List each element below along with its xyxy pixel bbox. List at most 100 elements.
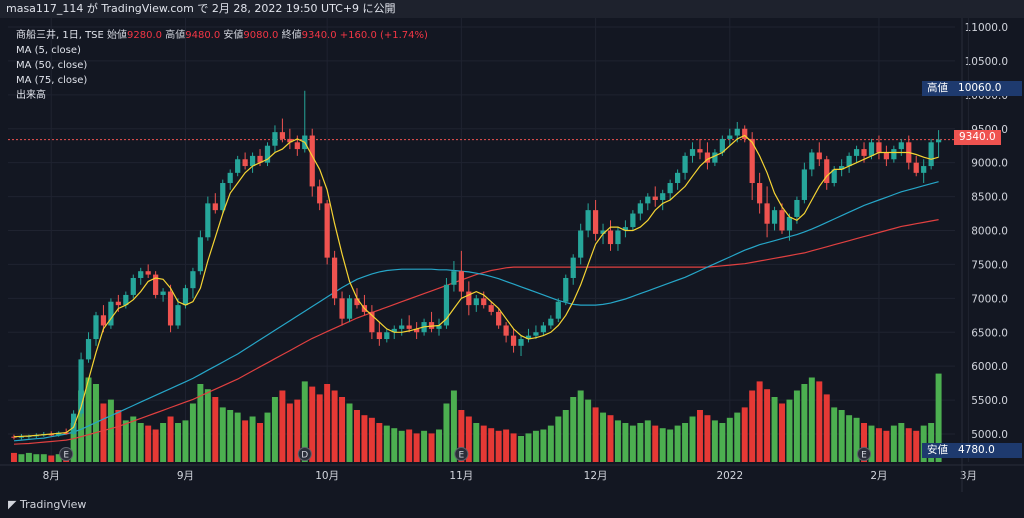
volume-bar xyxy=(10,452,17,462)
volume-bar xyxy=(271,397,278,462)
candle-body xyxy=(399,325,405,329)
candle-body xyxy=(757,183,763,204)
candle-body xyxy=(645,196,651,204)
candle-body xyxy=(339,298,345,319)
event-marker-icon xyxy=(454,447,469,461)
volume-bar xyxy=(831,407,838,462)
ma50-legend[interactable]: MA (50, close) xyxy=(16,60,88,71)
volume-bar xyxy=(890,425,897,462)
candle-body xyxy=(257,155,263,163)
open-label: 始値 xyxy=(107,30,128,41)
footer-logo-text: TradingView xyxy=(19,498,87,511)
candle-body xyxy=(272,132,278,146)
candle-body xyxy=(115,301,121,306)
volume-bar xyxy=(719,423,726,462)
candle-body xyxy=(279,132,286,139)
high-badge: 高値 10060.0 xyxy=(922,81,1022,96)
y-tick-label: 8000.0 xyxy=(971,226,1008,238)
x-tick-label: 8月 xyxy=(43,470,60,482)
candle-body xyxy=(436,325,442,329)
candle-body xyxy=(249,155,256,167)
volume-bar xyxy=(547,425,554,462)
y-tick-label: 8500.0 xyxy=(971,192,1008,204)
price-chart[interactable]: 11000.010500.010000.09500.09000.08500.08… xyxy=(0,18,1024,492)
chart-legend: 商船三井, 1日, TSE 始値9280.0 高値9480.0 安値9080.0… xyxy=(16,28,428,103)
candle-body xyxy=(682,155,688,173)
candle-body xyxy=(108,301,114,326)
volume-bar xyxy=(301,381,308,462)
last-price-value: 9340.0 xyxy=(959,131,996,143)
volume-bar xyxy=(473,423,480,462)
volume-bar xyxy=(659,428,666,462)
volume-bar xyxy=(40,454,47,462)
candle-body xyxy=(563,277,569,302)
x-tick-label: 12月 xyxy=(584,470,608,482)
candle-body xyxy=(56,432,62,436)
event-marker-label: E xyxy=(861,451,867,461)
volume-bar xyxy=(361,415,368,462)
volume-bar xyxy=(861,423,868,462)
candle-body xyxy=(935,139,942,143)
volume-bar xyxy=(816,381,823,462)
ma75-legend[interactable]: MA (75, close) xyxy=(16,75,88,86)
candle-body xyxy=(607,230,614,245)
volume-bar xyxy=(78,390,85,462)
volume-bar xyxy=(532,430,539,462)
candle-body xyxy=(346,298,353,319)
candle-body xyxy=(525,335,532,340)
candle-body xyxy=(18,436,25,438)
y-tick-label: 11000.0 xyxy=(965,22,1008,34)
candle-body xyxy=(428,322,435,329)
candle-body xyxy=(846,155,852,167)
candle-body xyxy=(220,183,226,211)
x-tick-label: 2月 xyxy=(870,470,887,482)
candle-body xyxy=(160,291,166,295)
volume-bar xyxy=(25,452,32,462)
candle-body xyxy=(93,315,99,340)
volume-bar xyxy=(122,420,129,462)
volume-bar xyxy=(264,412,271,462)
candle-body xyxy=(742,128,748,139)
volume-bar xyxy=(935,373,942,462)
volume-bar xyxy=(868,425,875,462)
tradingview-logo[interactable]: ◤ TradingView xyxy=(8,498,87,511)
candle-body xyxy=(384,332,390,340)
candle-body xyxy=(921,166,927,173)
ma5-legend[interactable]: MA (5, close) xyxy=(16,45,81,56)
volume-bar xyxy=(853,417,860,462)
candle-body xyxy=(764,203,770,224)
volume-bar xyxy=(749,390,756,462)
candle-body xyxy=(615,230,621,245)
volume-bar xyxy=(137,423,144,462)
candle-body xyxy=(898,142,904,150)
volume-bar xyxy=(428,433,435,462)
candle-body xyxy=(406,325,412,329)
volume-bar xyxy=(928,423,935,462)
publish-header-text: masa117_114 が TradingView.com で 2月 28, 2… xyxy=(6,2,396,15)
open-value: 9280.0 xyxy=(127,30,163,41)
y-tick-label: 7000.0 xyxy=(971,293,1008,305)
volume-bar xyxy=(286,403,293,462)
volume-legend[interactable]: 出来高 xyxy=(16,90,46,101)
volume-bar xyxy=(182,420,189,462)
candle-body xyxy=(458,271,464,292)
volume-bar xyxy=(294,399,301,462)
event-marker-label: E xyxy=(459,451,465,461)
candle-body xyxy=(868,142,875,156)
volume-bar xyxy=(607,415,614,462)
candle-body xyxy=(317,186,323,204)
volume-bar xyxy=(324,384,331,462)
low-badge-label: 安値 xyxy=(927,444,948,456)
volume-bar xyxy=(450,390,457,462)
last-price-badge: 9340.0 xyxy=(954,130,1001,145)
candle-body xyxy=(734,128,740,136)
candle-body xyxy=(704,152,711,163)
publish-header: masa117_114 が TradingView.com で 2月 28, 2… xyxy=(0,0,1024,18)
volume-bar xyxy=(488,428,495,462)
candle-body xyxy=(727,135,733,139)
candle-body xyxy=(153,274,159,295)
candle-body xyxy=(481,298,487,306)
volume-bar xyxy=(130,416,137,462)
candle-body xyxy=(145,271,151,275)
y-tick-label: 6500.0 xyxy=(971,327,1008,339)
